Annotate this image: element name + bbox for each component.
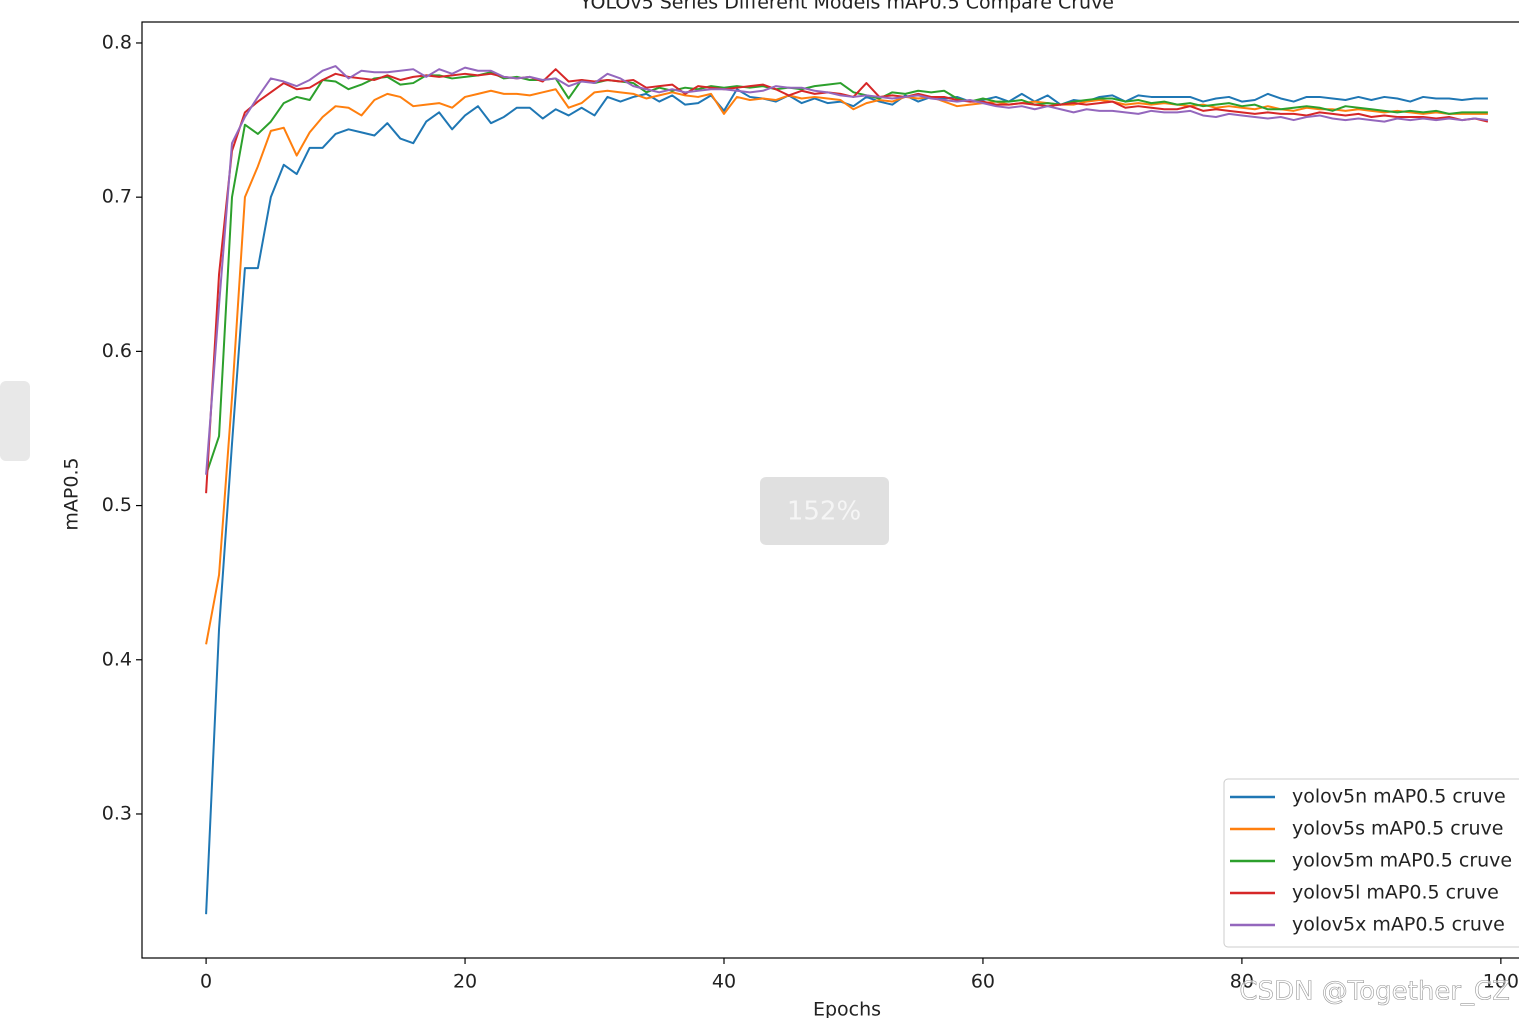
x-tick-label: 0 [200,971,212,993]
series-line [205,65,1489,475]
y-tick-label: 0.8 [102,31,132,53]
y-tick-label: 0.4 [102,648,132,670]
y-axis-label: mAP0.5 [61,457,83,530]
series-line [205,71,1488,476]
x-tick-label: 20 [453,971,477,993]
legend-label: yolov5x mAP0.5 cruve [1292,914,1505,936]
zoom-badge [760,477,889,545]
zoom-label: 152% [787,497,861,527]
legend-label: yolov5n mAP0.5 cruve [1292,786,1506,808]
y-tick-label: 0.7 [102,186,132,208]
watermark: CSDN @Together_CZ [1239,977,1510,1007]
x-tick-label: 100 [1483,971,1519,993]
plot-frame [141,21,1519,959]
legend-label: yolov5l mAP0.5 cruve [1292,882,1499,904]
legend-box [1223,778,1519,948]
y-tick-label: 0.6 [102,340,132,362]
y-tick-label: 0.5 [102,494,132,516]
side-handle[interactable] [0,381,30,461]
legend-label: yolov5s mAP0.5 cruve [1292,818,1504,840]
x-tick-label: 40 [712,971,736,993]
series-line [205,68,1489,494]
chart-title: YOLOv5 Series Different Models mAP0.5 Co… [579,0,1114,14]
x-tick-label: 80 [1230,971,1254,993]
legend-label: yolov5m mAP0.5 cruve [1292,850,1512,872]
series-line [205,88,1488,645]
x-axis-label: Epochs [813,999,881,1018]
x-tick-label: 60 [971,971,995,993]
y-tick-label: 0.3 [102,802,132,824]
